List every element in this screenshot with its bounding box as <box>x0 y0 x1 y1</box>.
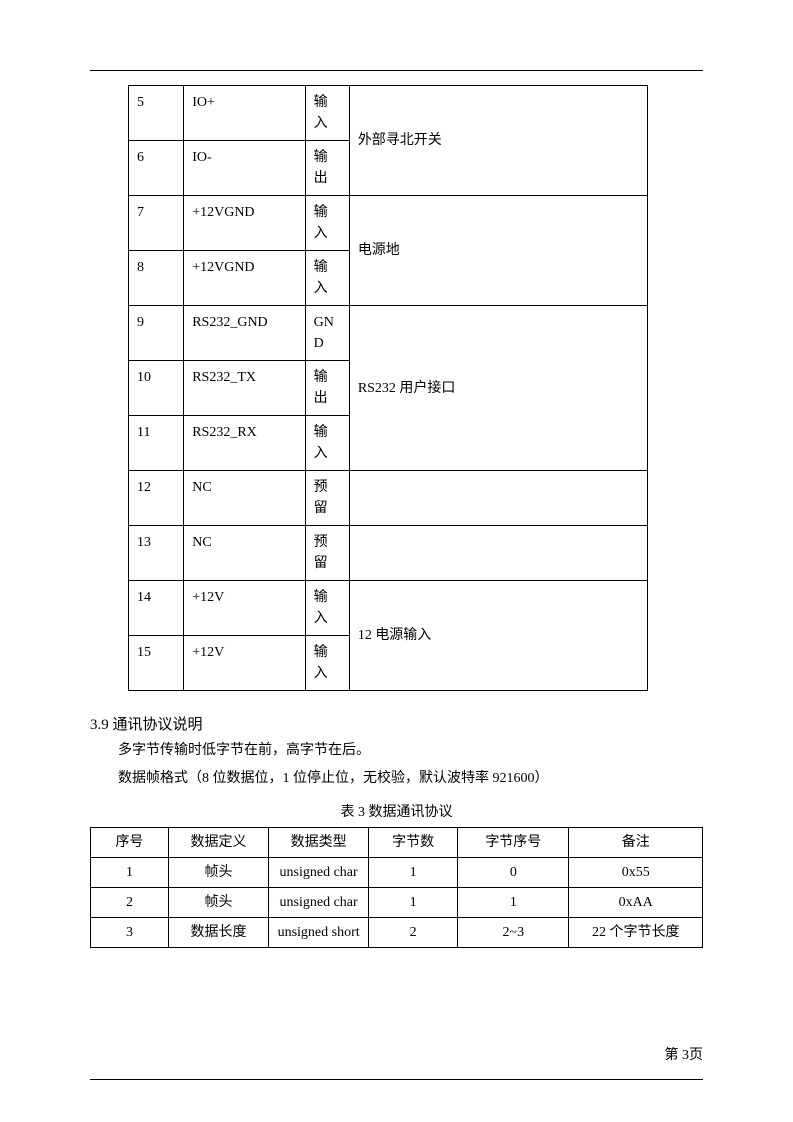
table-header-row: 序号 数据定义 数据类型 字节数 字节序号 备注 <box>91 827 703 857</box>
cell: 2 <box>369 917 458 947</box>
cell: 0x55 <box>569 857 703 887</box>
cell-dir: 预留 <box>305 526 349 581</box>
table-row: 13 NC 预留 <box>129 526 648 581</box>
section-title-text: 通讯协议说明 <box>113 717 203 733</box>
cell-dir: 输入 <box>305 636 349 691</box>
section-number: 3.9 <box>90 717 109 733</box>
cell: unsigned short <box>269 917 369 947</box>
cell: 0xAA <box>569 887 703 917</box>
table-row: 7 +12VGND 输入 电源地 <box>129 196 648 251</box>
cell-dir: 输入 <box>305 416 349 471</box>
paragraph: 数据帧格式（8 位数据位，1 位停止位，无校验，默认波特率 921600） <box>118 768 703 790</box>
cell: 0 <box>458 857 569 887</box>
cell-name: +12VGND <box>184 251 305 306</box>
cell-num: 14 <box>129 581 184 636</box>
cell: 数据长度 <box>168 917 268 947</box>
cell: 2~3 <box>458 917 569 947</box>
cell: unsigned char <box>269 857 369 887</box>
cell: 帧头 <box>168 887 268 917</box>
cell-num: 6 <box>129 141 184 196</box>
bottom-rule <box>90 1079 703 1080</box>
cell: 3 <box>91 917 169 947</box>
cell-name: +12V <box>184 636 305 691</box>
cell-dir: 输入 <box>305 581 349 636</box>
col-header: 数据类型 <box>269 827 369 857</box>
cell-num: 11 <box>129 416 184 471</box>
col-header: 备注 <box>569 827 703 857</box>
col-header: 字节数 <box>369 827 458 857</box>
cell-name: RS232_RX <box>184 416 305 471</box>
cell-name: IO+ <box>184 86 305 141</box>
cell-name: IO- <box>184 141 305 196</box>
table-caption: 表 3 数据通讯协议 <box>90 801 703 821</box>
col-header: 字节序号 <box>458 827 569 857</box>
cell-desc: 外部寻北开关 <box>349 86 647 196</box>
cell: 1 <box>369 887 458 917</box>
cell-num: 15 <box>129 636 184 691</box>
section-heading: 3.9 通讯协议说明 <box>90 713 703 734</box>
cell-name: NC <box>184 526 305 581</box>
cell-dir: 输出 <box>305 361 349 416</box>
cell-dir: 输入 <box>305 86 349 141</box>
cell-dir: 预留 <box>305 471 349 526</box>
cell: 1 <box>458 887 569 917</box>
cell-dir: 输入 <box>305 251 349 306</box>
cell-desc <box>349 526 647 581</box>
col-header: 数据定义 <box>168 827 268 857</box>
cell-num: 10 <box>129 361 184 416</box>
cell-name: +12V <box>184 581 305 636</box>
table-row: 9 RS232_GND GND RS232 用户接口 <box>129 306 648 361</box>
cell-num: 7 <box>129 196 184 251</box>
table-row: 14 +12V 输入 12 电源输入 <box>129 581 648 636</box>
cell-desc: RS232 用户接口 <box>349 306 647 471</box>
cell: 22 个字节长度 <box>569 917 703 947</box>
cell: 2 <box>91 887 169 917</box>
paragraph: 多字节传输时低字节在前，高字节在后。 <box>118 740 703 762</box>
cell-name: +12VGND <box>184 196 305 251</box>
table-row: 2 帧头 unsigned char 1 1 0xAA <box>91 887 703 917</box>
table-row: 12 NC 预留 <box>129 471 648 526</box>
cell: 1 <box>91 857 169 887</box>
top-rule <box>90 70 703 71</box>
table-row: 1 帧头 unsigned char 1 0 0x55 <box>91 857 703 887</box>
pin-table: 5 IO+ 输入 外部寻北开关 6 IO- 输出 7 +12VGND 输入 电源… <box>128 85 648 691</box>
cell: 1 <box>369 857 458 887</box>
protocol-table: 序号 数据定义 数据类型 字节数 字节序号 备注 1 帧头 unsigned c… <box>90 827 703 948</box>
cell-num: 9 <box>129 306 184 361</box>
cell-dir: 输入 <box>305 196 349 251</box>
table-row: 3 数据长度 unsigned short 2 2~3 22 个字节长度 <box>91 917 703 947</box>
cell-name: RS232_TX <box>184 361 305 416</box>
cell: 帧头 <box>168 857 268 887</box>
col-header: 序号 <box>91 827 169 857</box>
cell-num: 13 <box>129 526 184 581</box>
cell-num: 5 <box>129 86 184 141</box>
cell-dir: 输出 <box>305 141 349 196</box>
cell-name: RS232_GND <box>184 306 305 361</box>
cell: unsigned char <box>269 887 369 917</box>
cell-desc: 12 电源输入 <box>349 581 647 691</box>
cell-desc: 电源地 <box>349 196 647 306</box>
cell-name: NC <box>184 471 305 526</box>
cell-desc <box>349 471 647 526</box>
page-number: 第 3页 <box>665 1044 704 1064</box>
cell-num: 8 <box>129 251 184 306</box>
cell-num: 12 <box>129 471 184 526</box>
cell-dir: GND <box>305 306 349 361</box>
table-row: 5 IO+ 输入 外部寻北开关 <box>129 86 648 141</box>
